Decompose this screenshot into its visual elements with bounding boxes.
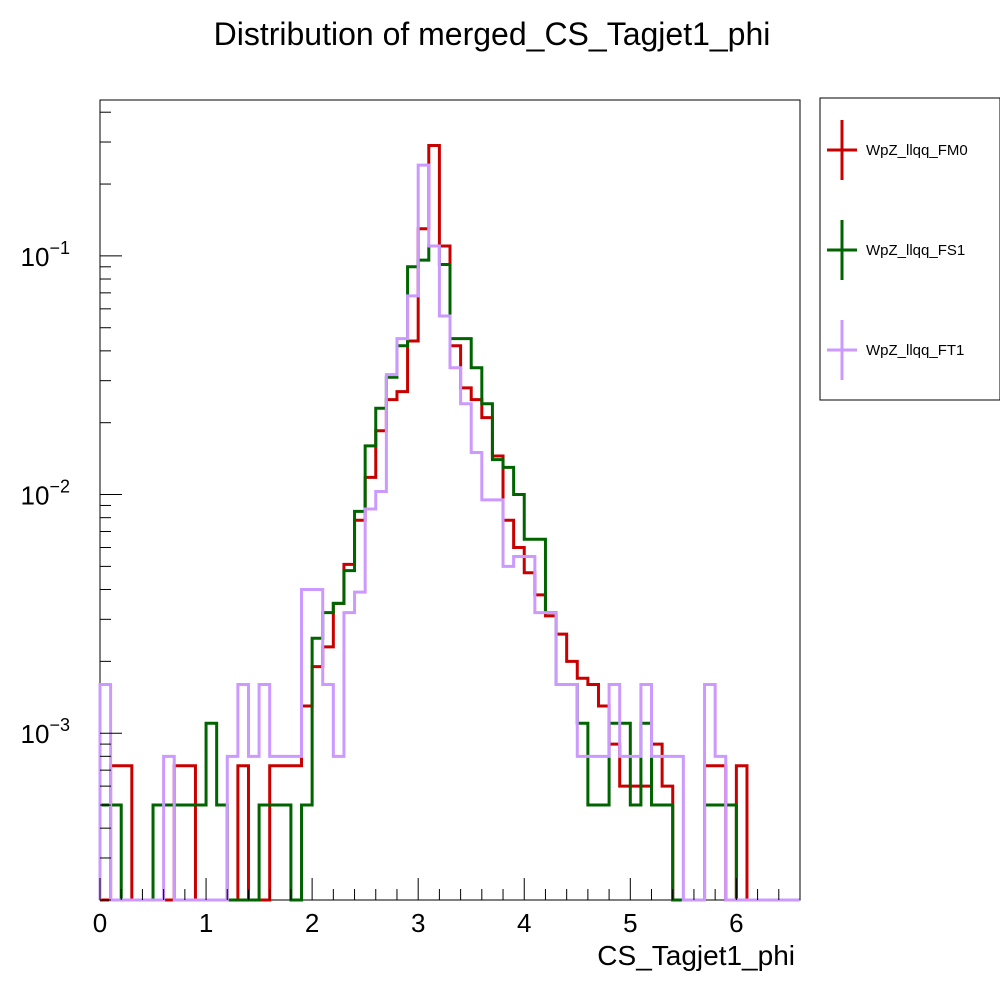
legend-entry-2: WpZ_llqq_FS1 xyxy=(827,220,965,280)
x-tick-label: 3 xyxy=(411,908,425,938)
x-tick-label: 5 xyxy=(623,908,637,938)
legend-label: WpZ_llqq_FT1 xyxy=(866,342,964,359)
x-axis-label: CS_Tagjet1_phi xyxy=(597,940,795,971)
series-line-1 xyxy=(100,144,800,902)
series-layer xyxy=(98,144,800,902)
x-axis: 0 1 2 3 4 5 6 xyxy=(93,878,801,938)
legend-entry-3: WpZ_llqq_FT1 xyxy=(827,320,964,380)
plot-frame xyxy=(99,99,801,901)
x-tick-label: 4 xyxy=(517,908,531,938)
series-line-3 xyxy=(98,163,800,902)
chart-title: Distribution of merged_CS_Tagjet1_phi xyxy=(214,16,771,52)
legend-label: WpZ_llqq_FM0 xyxy=(866,142,968,159)
legend-label: WpZ_llqq_FS1 xyxy=(866,242,965,259)
x-tick-label: 0 xyxy=(93,908,107,938)
x-tick-label: 1 xyxy=(199,908,213,938)
y-axis: 10−3 10−2 10−1 xyxy=(21,111,122,901)
x-tick-label: 6 xyxy=(729,908,743,938)
legend-entry-1: WpZ_llqq_FM0 xyxy=(827,120,968,180)
y-tick-label: 10−3 xyxy=(21,715,70,749)
y-tick-label: 10−1 xyxy=(21,238,70,272)
x-tick-label: 2 xyxy=(305,908,319,938)
y-tick-label: 10−2 xyxy=(21,477,70,511)
legend: WpZ_llqq_FM0 WpZ_llqq_FS1 WpZ_llqq_FT1 xyxy=(819,97,1000,401)
